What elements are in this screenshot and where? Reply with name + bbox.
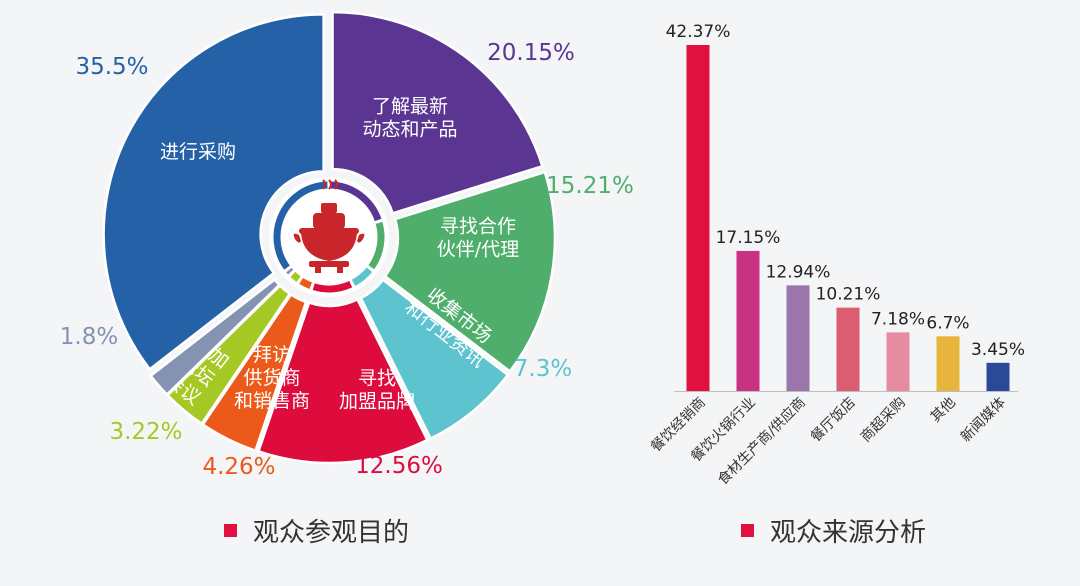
pie-value-label: 15.21% <box>546 173 634 199</box>
bar-category-label: 新闻媒体 <box>958 395 1009 446</box>
bar <box>986 362 1010 391</box>
pie-center-ring-segment <box>299 277 313 289</box>
pie-center-ring-segment <box>351 267 373 286</box>
pie-center-ring-segment <box>368 221 385 270</box>
pie-slice-label-line: 和销售商 <box>234 390 310 412</box>
bar <box>786 285 810 391</box>
pie-slice-label: 进行采购 <box>160 141 236 163</box>
legend-square-icon <box>741 523 754 537</box>
bar-value-label: 12.94% <box>766 262 831 282</box>
pie-slice-label-line: 了解最新 <box>372 96 448 118</box>
bar-chart-title-text: 观众来源分析 <box>770 517 927 548</box>
bar-category-label: 餐厅饭店 <box>808 395 859 446</box>
pie-value-label: 20.15% <box>487 40 575 66</box>
pie-slice-label: 寻找加盟品牌 <box>339 368 415 413</box>
pie-chart-title: 观众参观目的 <box>224 510 409 550</box>
bar <box>886 332 910 391</box>
pie-slice-label-line: 进行采购 <box>160 141 236 163</box>
pie-slice <box>148 277 282 397</box>
bar <box>836 307 860 391</box>
pie-slice-label: 了解最新动态和产品 <box>362 96 457 141</box>
pie-slice-label-line: 拜访 <box>253 344 291 366</box>
pie-slice-label: 寻找合作伙伴/代理 <box>437 216 519 261</box>
pie-value-label: 4.26% <box>202 454 275 480</box>
pie-slice <box>256 297 429 465</box>
bar <box>686 45 710 391</box>
pie-slice <box>383 170 557 374</box>
pie-value-label: 35.5% <box>75 54 148 80</box>
pie-value-label: 7.3% <box>514 356 572 382</box>
bar-value-label: 6.7% <box>926 313 969 333</box>
bar-value-label: 42.37% <box>666 22 731 42</box>
pie-slice-label-line: 寻找合作 <box>440 216 516 238</box>
bar-chart: 42.37%餐饮经销商17.15%餐饮火锅行业12.94%食材生产商/供应商10… <box>648 22 1025 488</box>
pie-slice-label-line: 加盟品牌 <box>339 391 415 413</box>
pie-slice-label-line: 动态和产品 <box>362 119 457 141</box>
pie-value-label: 12.56% <box>355 453 443 479</box>
pie-slice <box>102 13 325 371</box>
bar-value-label: 17.15% <box>716 228 781 248</box>
bar-category-label: 食材生产商/供应商 <box>714 394 809 489</box>
bar-category-label: 其他 <box>928 395 959 426</box>
pie-value-label: 3.22% <box>109 419 182 445</box>
pie-center-ring-segment <box>286 267 294 275</box>
bar <box>936 336 960 391</box>
pie-center-ring-segment <box>290 271 301 282</box>
pie-slice-label-line: 供货商 <box>243 367 300 389</box>
bar-chart-title: 观众来源分析 <box>741 510 926 550</box>
bar-value-label: 3.45% <box>971 340 1025 360</box>
bar-category-label: 商超采购 <box>858 395 909 446</box>
pie-center-ring-segment <box>312 281 353 293</box>
bar-value-label: 7.18% <box>871 309 925 329</box>
pie-slice <box>331 10 544 215</box>
bar <box>736 250 760 391</box>
pie-slice-label: 拜访供货商和销售商 <box>234 344 310 412</box>
pie-slice-label-line: 寻找 <box>358 368 396 390</box>
hotpot-icon <box>293 179 365 273</box>
pie-center-ring-segment <box>273 181 328 270</box>
pie-chart-title-text: 观众参观目的 <box>253 517 410 548</box>
pie-value-label: 1.8% <box>60 324 118 350</box>
pie-slice-label-line: 伙伴/代理 <box>437 239 519 261</box>
pie-slice <box>359 278 510 441</box>
legend-square-icon <box>224 523 237 537</box>
bar-value-label: 10.21% <box>816 285 881 305</box>
pie-slice <box>201 292 308 453</box>
